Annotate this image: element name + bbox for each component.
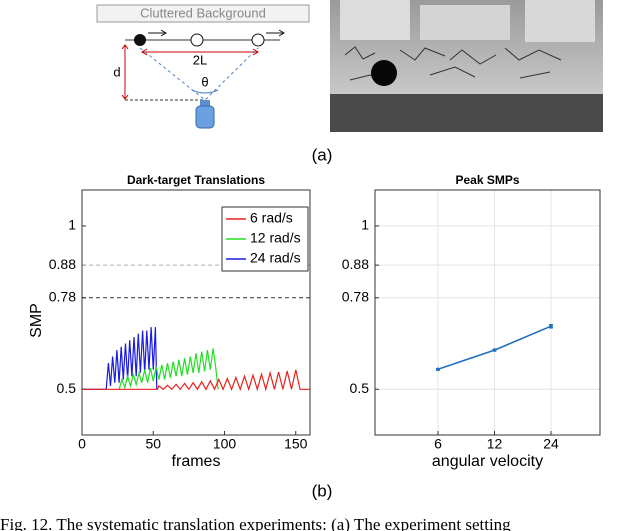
setup-diagram: Cluttered Background 2L d θ bbox=[96, 4, 310, 129]
view-lines bbox=[139, 47, 259, 101]
camera-body bbox=[195, 105, 215, 129]
poster bbox=[420, 5, 510, 40]
y-tick-label: 0.88 bbox=[342, 256, 369, 272]
distance-arrow bbox=[121, 44, 129, 100]
distance-label: d bbox=[113, 64, 120, 79]
target-mid bbox=[190, 33, 204, 47]
camera-head bbox=[200, 100, 210, 106]
x-tick-label: 12 bbox=[487, 436, 503, 452]
angle-arc bbox=[191, 89, 219, 94]
sketches bbox=[344, 46, 562, 82]
data-point bbox=[492, 348, 497, 352]
target-start bbox=[134, 34, 146, 46]
legend-label: 12 rad/s bbox=[250, 230, 301, 246]
motion-arrows bbox=[148, 29, 285, 37]
data-point bbox=[436, 367, 440, 372]
y-tick-label: 0.5 bbox=[57, 380, 77, 396]
y-axis-label: SMP bbox=[28, 303, 45, 338]
y-tick-label: 1 bbox=[68, 217, 76, 233]
floor bbox=[330, 94, 603, 132]
x-tick-label: 24 bbox=[543, 436, 559, 452]
angle-label: θ bbox=[201, 74, 208, 89]
background-board bbox=[96, 4, 310, 23]
chart-title: Peak SMPs bbox=[455, 173, 519, 187]
target-end bbox=[251, 33, 265, 47]
data-line bbox=[82, 369, 310, 392]
background-label: Cluttered Background bbox=[140, 5, 266, 20]
width-arrow bbox=[141, 48, 259, 56]
chart-title: Dark-target Translations bbox=[127, 173, 265, 187]
axes-box bbox=[374, 189, 601, 436]
x-tick-label: 0 bbox=[78, 436, 86, 452]
x-tick-label: 50 bbox=[145, 436, 161, 452]
panel-label: (b) bbox=[312, 481, 333, 500]
poster bbox=[525, 0, 595, 42]
x-tick-label: 100 bbox=[213, 436, 237, 452]
data-line bbox=[118, 348, 219, 390]
legend-label: 24 rad/s bbox=[250, 250, 301, 266]
data-point bbox=[549, 324, 553, 329]
y-tick-label: 0.78 bbox=[342, 289, 369, 305]
y-tick-label: 0.78 bbox=[49, 289, 76, 305]
legend: 6 rad/s 12 rad/s 24 rad/s bbox=[221, 206, 309, 272]
x-tick-label: 6 bbox=[434, 436, 442, 452]
x-tick-label: 150 bbox=[284, 436, 308, 452]
y-tick-label: 0.5 bbox=[350, 380, 370, 396]
caption: Fig. 12. The systematic translation expe… bbox=[0, 515, 511, 531]
poster bbox=[340, 0, 410, 40]
x-axis-label: frames bbox=[172, 453, 221, 470]
y-tick-label: 0.88 bbox=[49, 256, 76, 272]
y-tick-label: 1 bbox=[361, 217, 369, 233]
legend-label: 6 rad/s bbox=[250, 210, 293, 226]
axes-box bbox=[81, 189, 311, 436]
data-line bbox=[82, 327, 158, 390]
dark-target bbox=[371, 60, 397, 86]
x-axis-label: angular velocity bbox=[432, 453, 543, 470]
panel-label: (a) bbox=[312, 145, 333, 164]
width-label: 2L bbox=[193, 52, 207, 67]
scene-photo bbox=[330, 0, 603, 132]
